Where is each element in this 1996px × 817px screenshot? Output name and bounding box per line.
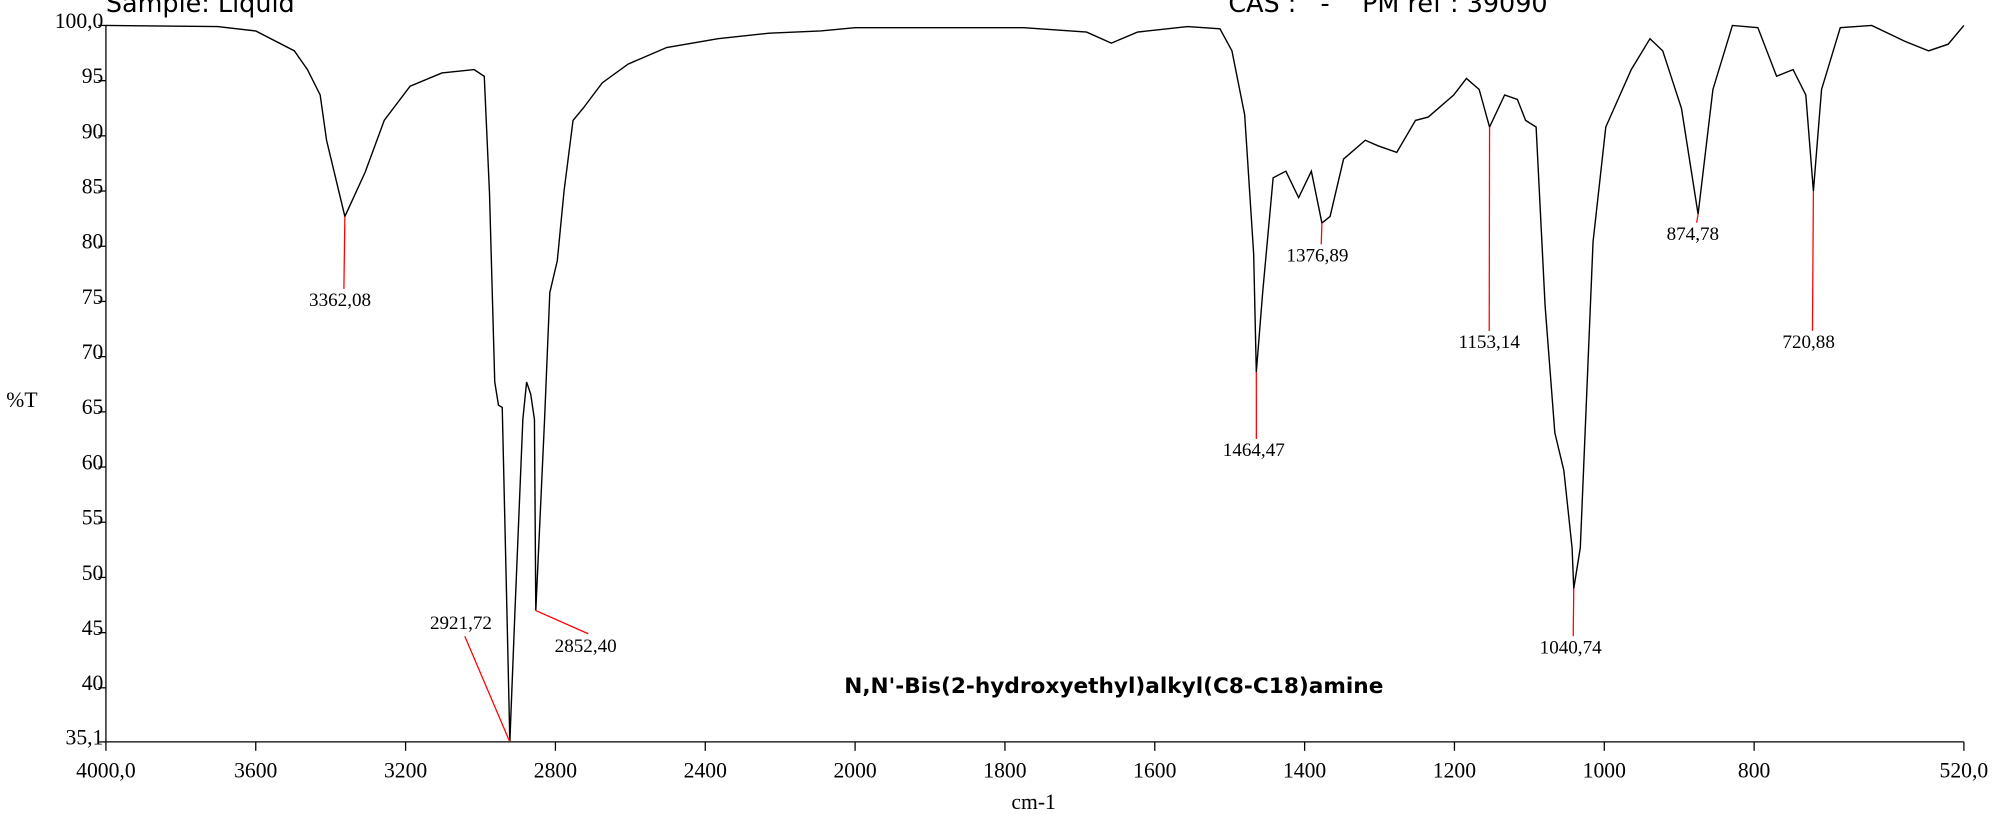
- compound-name: N,N'-Bis(2-hydroxyethyl)alkyl(C8-C18)ami…: [844, 674, 1383, 699]
- x-tick-label: 3200: [384, 758, 427, 782]
- y-tick-label: 95: [82, 64, 104, 88]
- peak-label: 1464,47: [1223, 440, 1285, 461]
- peak-label: 1153,14: [1459, 332, 1521, 353]
- x-tick-label: 2000: [833, 758, 876, 782]
- peak-leader: [1320, 223, 1323, 245]
- x-tick-label: 2400: [684, 758, 727, 782]
- peak-leader: [1572, 588, 1575, 637]
- y-tick-label: 65: [82, 395, 104, 419]
- y-tick-label: 80: [82, 230, 104, 254]
- reference-label: CAS : - PM ref : 39090: [1228, 0, 1547, 19]
- x-tick-label: 520,0: [1940, 758, 1989, 782]
- peak-label: 720,88: [1782, 332, 1834, 353]
- x-tick-label: 1200: [1433, 758, 1476, 782]
- peak-label: 2921,72: [430, 613, 492, 634]
- y-tick-label: 85: [82, 174, 104, 198]
- y-tick-label: 70: [82, 340, 104, 364]
- y-tick-label: 90: [82, 119, 104, 143]
- peak-leader: [535, 609, 589, 635]
- y-axis-label: %T: [6, 388, 37, 412]
- x-tick-label: 1400: [1283, 758, 1326, 782]
- peak-leader: [343, 216, 346, 289]
- y-tick-label: 50: [82, 561, 104, 585]
- x-tick-label: 1800: [983, 758, 1026, 782]
- y-tick-label: 100,0: [55, 9, 104, 33]
- x-tick-label: 3600: [234, 758, 277, 782]
- peak-leader: [1696, 214, 1699, 223]
- sample-label: Sample: Liquid: [106, 0, 295, 19]
- peak-label: 2852,40: [555, 636, 617, 657]
- peak-leader: [1811, 191, 1815, 331]
- x-tick-label: 1000: [1583, 758, 1626, 782]
- y-tick-label: 35,1: [66, 725, 104, 749]
- peak-label: 3362,08: [309, 290, 371, 311]
- x-tick-label: 1600: [1133, 758, 1176, 782]
- y-tick-label: 60: [82, 450, 104, 474]
- peak-label: 1376,89: [1286, 245, 1348, 266]
- spectrum-line: [105, 24, 1965, 742]
- y-tick-label: 75: [82, 285, 104, 309]
- peak-label: 874,78: [1667, 224, 1719, 245]
- x-tick-label: 4000,0: [76, 758, 135, 782]
- x-axis-label: cm-1: [1011, 790, 1055, 814]
- peak-label: 1040,74: [1540, 637, 1602, 658]
- y-tick-label: 40: [82, 671, 104, 695]
- y-tick-label: 55: [82, 506, 104, 530]
- x-tick-label: 800: [1738, 758, 1770, 782]
- peak-leader: [464, 636, 511, 743]
- y-tick-label: 45: [82, 616, 104, 640]
- x-tick-label: 2800: [534, 758, 577, 782]
